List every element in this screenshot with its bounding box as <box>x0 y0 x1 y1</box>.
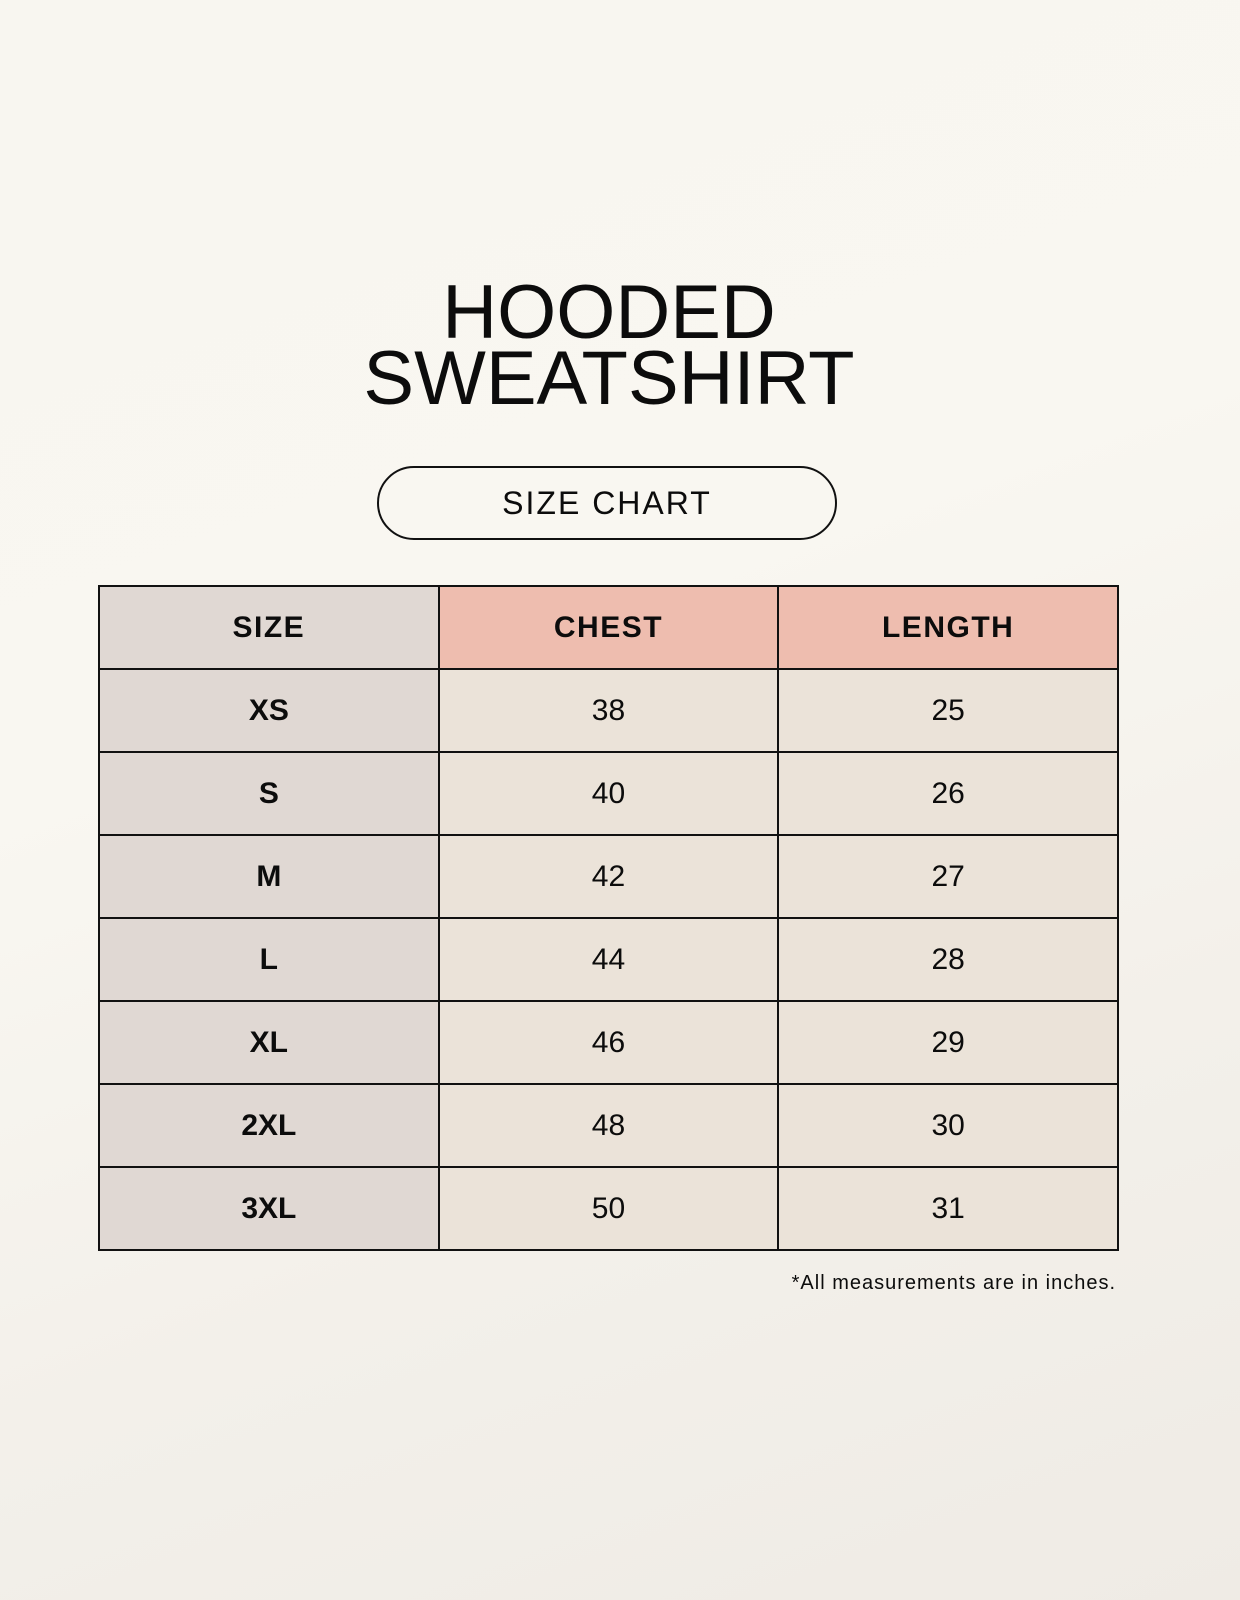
header-chest: CHEST <box>437 585 780 670</box>
table-row: S 40 26 <box>98 751 1119 836</box>
cell-chest: 48 <box>437 1083 780 1168</box>
subtitle: SIZE CHART <box>502 484 712 521</box>
cell-size: 3XL <box>98 1166 440 1251</box>
table-row: L 44 28 <box>98 917 1119 1002</box>
cell-length: 26 <box>777 751 1119 836</box>
cell-chest: 46 <box>437 1000 780 1085</box>
cell-chest: 50 <box>437 1166 780 1251</box>
cell-chest: 38 <box>437 668 780 753</box>
cell-size: L <box>98 917 440 1002</box>
size-chart-badge: SIZE CHART <box>377 466 837 540</box>
title-line-1: HOODED <box>442 270 776 355</box>
table-row: 3XL 50 31 <box>98 1166 1119 1251</box>
cell-chest: 44 <box>437 917 780 1002</box>
cell-length: 27 <box>777 834 1119 919</box>
cell-chest: 40 <box>437 751 780 836</box>
table-row: XS 38 25 <box>98 668 1119 753</box>
size-table: SIZE CHEST LENGTH XS 38 25 S 40 26 M 42 27 L 44 28 X… <box>98 585 1119 1251</box>
table-header-row: SIZE CHEST LENGTH <box>98 585 1119 670</box>
title-line-2: SWEATSHIRT <box>363 336 855 421</box>
table-row: 2XL 48 30 <box>98 1083 1119 1168</box>
measurement-note: *All measurements are in inches. <box>791 1272 1116 1294</box>
header-length: LENGTH <box>777 585 1119 670</box>
cell-size: XS <box>98 668 440 753</box>
header-size: SIZE <box>98 585 440 670</box>
cell-chest: 42 <box>437 834 780 919</box>
cell-length: 28 <box>777 917 1119 1002</box>
table-row: M 42 27 <box>98 834 1119 919</box>
cell-size: XL <box>98 1000 440 1085</box>
cell-size: M <box>98 834 440 919</box>
cell-size: S <box>98 751 440 836</box>
cell-length: 31 <box>777 1166 1119 1251</box>
cell-size: 2XL <box>98 1083 440 1168</box>
cell-length: 29 <box>777 1000 1119 1085</box>
table-row: XL 46 29 <box>98 1000 1119 1085</box>
cell-length: 30 <box>777 1083 1119 1168</box>
page-title: HOODED SWEATSHIRT <box>0 270 1218 421</box>
cell-length: 25 <box>777 668 1119 753</box>
